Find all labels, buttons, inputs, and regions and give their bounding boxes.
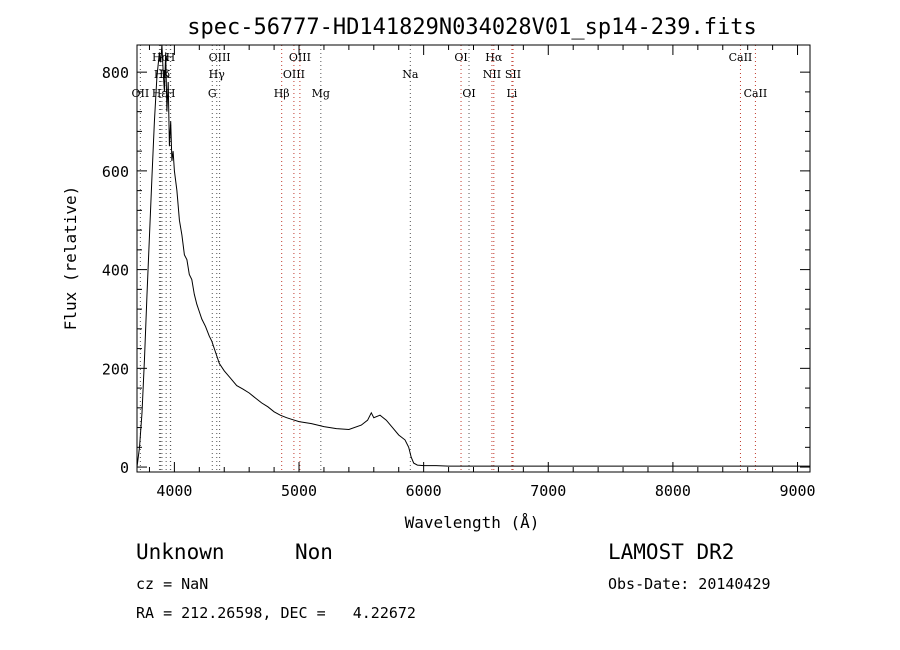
- spectral-line-label: Na: [402, 68, 419, 81]
- spectral-line-label: CaII: [729, 51, 753, 64]
- y-tick-label: 600: [102, 163, 129, 181]
- spectral-line-label: Mg: [312, 87, 330, 100]
- x-tick-label: 5000: [281, 482, 317, 500]
- spectral-line-label: OIII: [209, 51, 231, 64]
- redshift-cz: cz = NaN: [136, 575, 209, 593]
- survey-label: LAMOST DR2: [608, 540, 735, 564]
- obs-date: Obs-Date: 20140429: [608, 575, 771, 593]
- spectral-line-label: NII: [483, 68, 501, 81]
- y-tick-label: 200: [102, 360, 129, 378]
- y-tick-label: 800: [102, 64, 129, 82]
- spectral-line-label: OIII: [283, 68, 305, 81]
- spectral-line-label: OI: [462, 87, 475, 100]
- spectral-subclass-label: Non: [295, 540, 333, 564]
- spectral-line-label: SII: [505, 68, 521, 81]
- y-tick-label: 400: [102, 262, 129, 280]
- x-tick-label: 4000: [156, 482, 192, 500]
- x-tick-label: 6000: [406, 482, 442, 500]
- ra-dec-coords: RA = 212.26598, DEC = 4.22672: [136, 604, 416, 622]
- spectral-line-label: Hα: [485, 51, 503, 64]
- spectrum-series-line: [136, 44, 810, 468]
- x-tick-label: 9000: [779, 482, 815, 500]
- spectral-line-label: OII: [132, 87, 150, 100]
- x-tick-label: 7000: [530, 482, 566, 500]
- plot-frame: [136, 44, 811, 473]
- spectral-line-label: CaII: [744, 87, 768, 100]
- x-tick-label: 8000: [655, 482, 691, 500]
- spectral-line-label: H: [166, 87, 176, 100]
- spectral-line-label: G: [208, 87, 217, 100]
- spectral-line-label: Hγ: [209, 68, 226, 81]
- spectral-class-label: Unknown: [136, 540, 225, 564]
- y-tick-label: 0: [120, 459, 129, 477]
- chart-title: spec-56777-HD141829N034028V01_sp14-239.f…: [187, 15, 757, 40]
- spectral-line-label: OIII: [289, 51, 311, 64]
- spectral-line-label: OI: [454, 51, 467, 64]
- y-axis-label: Flux (relative): [61, 186, 80, 331]
- x-axis-label: Wavelength (Å): [405, 513, 540, 532]
- spectral-line-label: Li: [506, 87, 517, 100]
- spectral-line-label: Hβ: [274, 87, 290, 100]
